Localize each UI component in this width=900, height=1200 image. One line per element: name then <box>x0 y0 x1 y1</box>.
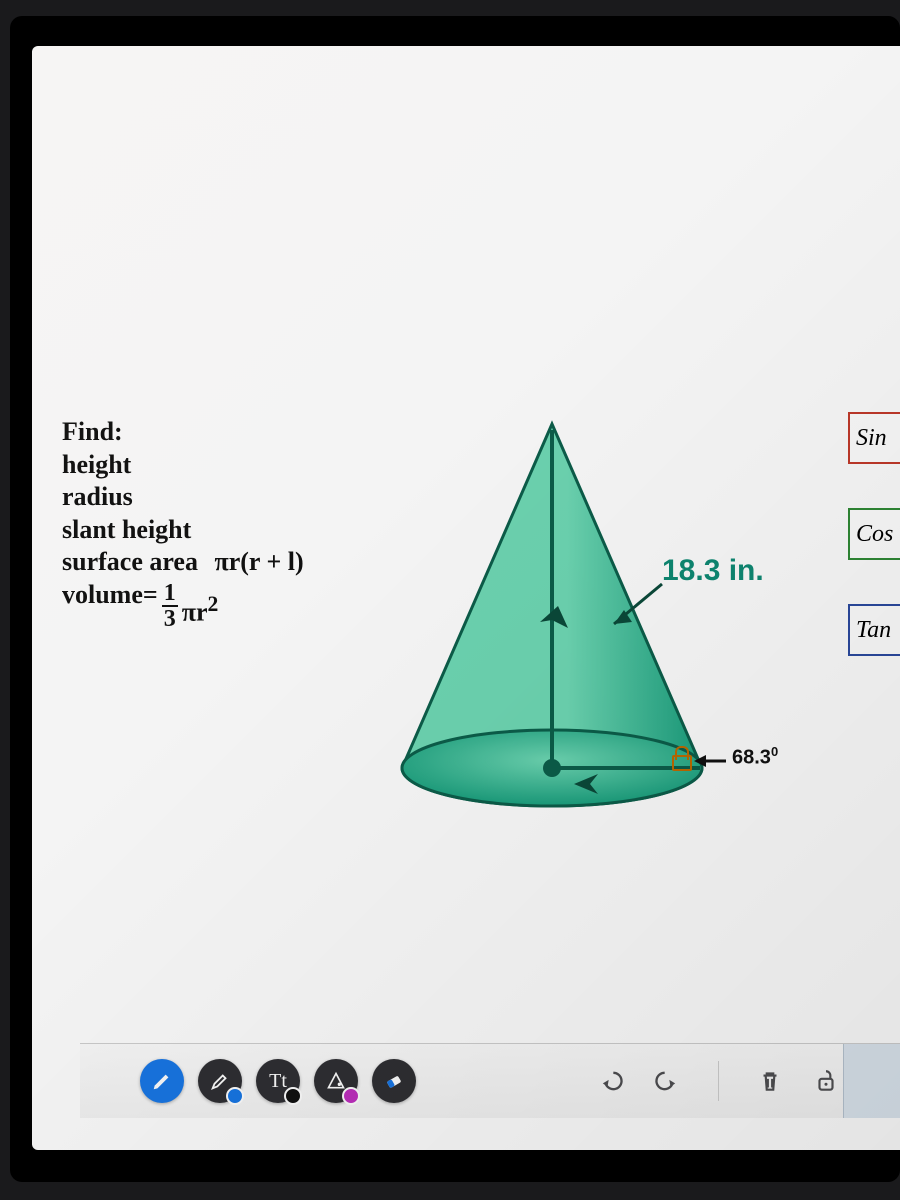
toolbar-separator <box>718 1061 719 1101</box>
lock-button[interactable] <box>811 1066 841 1096</box>
lock-icon <box>670 746 690 768</box>
display-bezel: Find: height radius slant height surface… <box>10 16 900 1182</box>
toolbar-right-panel[interactable] <box>843 1044 900 1118</box>
prompt-line-height: height <box>62 449 304 482</box>
text-color-dot <box>284 1087 302 1105</box>
drawing-toolbar: Tt <box>80 1043 900 1118</box>
problem-prompt: Find: height radius slant height surface… <box>62 416 304 629</box>
tan-button[interactable]: Tan <box>848 604 900 656</box>
canvas-content: Find: height radius slant height surface… <box>32 46 900 1150</box>
prompt-volume: volume= 1 3 πr2 <box>62 579 304 629</box>
highlighter-color-dot <box>226 1087 244 1105</box>
pen-icon <box>151 1070 173 1092</box>
prompt-line-slant: slant height <box>62 514 304 547</box>
fraction-one-third: 1 3 <box>162 581 178 631</box>
redo-icon <box>653 1067 681 1095</box>
slant-height-label: 18.3 in. <box>662 554 764 588</box>
undo-icon <box>597 1067 625 1095</box>
shape-color-dot <box>342 1087 360 1105</box>
prompt-line-radius: radius <box>62 481 304 514</box>
cos-button[interactable]: Cos <box>848 508 900 560</box>
eraser-tool[interactable] <box>372 1059 416 1103</box>
eraser-icon <box>383 1070 405 1092</box>
shape-tool[interactable] <box>314 1059 358 1103</box>
toolbar-right-cluster <box>596 1061 841 1101</box>
angle-arrow-icon <box>694 752 728 770</box>
text-tool-label: Tt <box>269 1070 287 1093</box>
text-tool[interactable]: Tt <box>256 1059 300 1103</box>
pen-tool[interactable] <box>140 1059 184 1103</box>
cone-diagram: 18.3 in. 68.30 <box>362 406 782 836</box>
prompt-title: Find: <box>62 416 304 449</box>
prompt-surface: surface area πr(r + l) <box>62 546 304 579</box>
device-frame: Find: height radius slant height surface… <box>0 0 900 1200</box>
redo-button[interactable] <box>652 1066 682 1096</box>
shape-icon <box>326 1071 346 1091</box>
sin-button[interactable]: Sin <box>848 412 900 464</box>
highlighter-tool[interactable] <box>198 1059 242 1103</box>
cone-svg <box>362 406 782 836</box>
delete-button[interactable] <box>755 1066 785 1096</box>
padlock-icon <box>813 1068 839 1094</box>
app-viewport: Find: height radius slant height surface… <box>32 46 900 1150</box>
undo-button[interactable] <box>596 1066 626 1096</box>
base-angle-label: 68.30 <box>732 744 778 770</box>
toolbar-left-cluster: Tt <box>140 1059 416 1103</box>
trash-icon <box>757 1068 783 1094</box>
